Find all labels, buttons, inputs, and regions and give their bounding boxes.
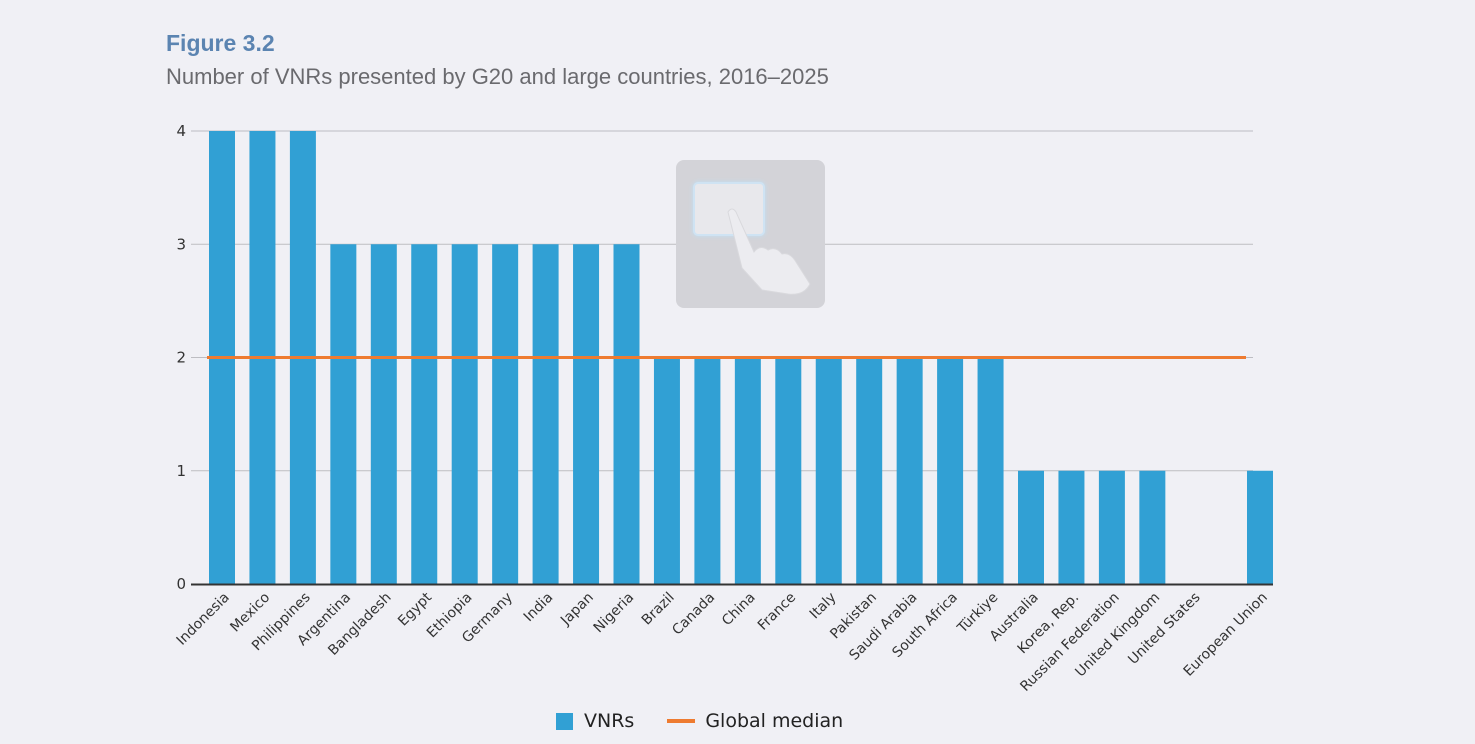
bar bbox=[492, 244, 519, 584]
legend-median-swatch bbox=[667, 719, 696, 723]
figure-label: Figure 3.2 bbox=[166, 30, 275, 56]
bar bbox=[856, 357, 883, 584]
y-tick-label: 0 bbox=[176, 575, 186, 593]
x-tick-label: Indonesia bbox=[174, 590, 233, 649]
bar bbox=[1139, 470, 1166, 584]
legend-median-label: Global median bbox=[705, 710, 844, 732]
x-tick-label: France bbox=[755, 590, 799, 634]
bar bbox=[330, 244, 357, 584]
x-tick-label: India bbox=[521, 590, 557, 626]
touch-tap-icon bbox=[727, 208, 811, 295]
figure-title: Number of VNRs presented by G20 and larg… bbox=[166, 64, 829, 89]
bar bbox=[977, 357, 1004, 584]
x-tick-label: Brazil bbox=[639, 590, 678, 629]
x-tick-label: China bbox=[719, 590, 759, 630]
bar bbox=[1018, 470, 1044, 584]
bar bbox=[613, 244, 640, 584]
legend: VNRs Global median bbox=[556, 710, 843, 732]
bar bbox=[734, 357, 761, 584]
bar bbox=[370, 244, 397, 584]
bar bbox=[937, 357, 964, 584]
bar bbox=[411, 244, 438, 584]
touch-hint-overlay bbox=[676, 160, 825, 308]
legend-vnrs-label: VNRs bbox=[584, 710, 635, 732]
bar bbox=[815, 357, 842, 584]
bar bbox=[1098, 470, 1125, 584]
bar bbox=[1058, 470, 1085, 584]
y-tick-label: 3 bbox=[176, 235, 186, 253]
bar bbox=[653, 357, 680, 584]
x-tick-label: Nigeria bbox=[591, 590, 638, 637]
bar bbox=[694, 357, 721, 584]
trackpad-icon bbox=[693, 182, 765, 236]
x-tick-label: Italy bbox=[807, 590, 840, 623]
y-tick-label: 2 bbox=[176, 349, 186, 367]
x-tick-label: Canada bbox=[669, 590, 718, 639]
legend-vnrs-swatch bbox=[556, 712, 573, 730]
bar bbox=[451, 244, 478, 584]
y-tick-label: 4 bbox=[176, 122, 186, 140]
bar bbox=[573, 244, 600, 584]
y-tick-label: 1 bbox=[176, 462, 186, 480]
x-tick-label: Japan bbox=[557, 590, 597, 630]
bar bbox=[532, 244, 559, 584]
bar bbox=[775, 357, 802, 584]
bar bbox=[896, 357, 923, 584]
bar bbox=[1247, 470, 1273, 584]
